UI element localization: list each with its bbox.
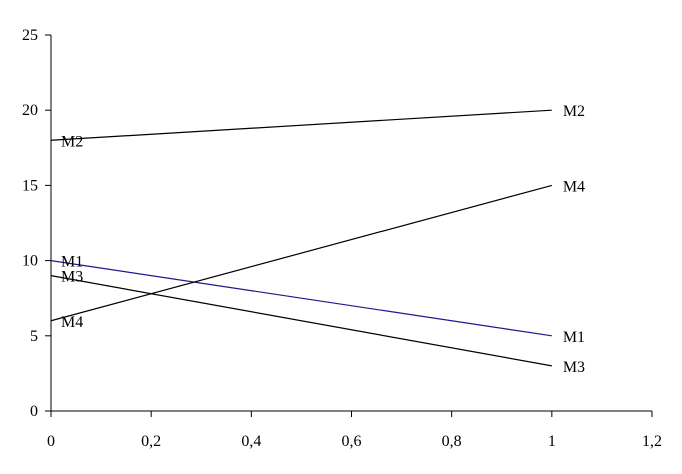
y-tick-label: 20 (22, 102, 38, 119)
series-end-label: M3 (563, 359, 585, 376)
series-line-m3 (50, 275, 552, 367)
series-start-label: M4 (61, 314, 83, 331)
x-tick-label: 0,8 (442, 433, 462, 450)
y-tick-label: 10 (22, 253, 38, 270)
y-tick-label: 15 (22, 177, 38, 194)
series-start-label: M1 (61, 254, 83, 271)
series-start-label: M2 (61, 133, 83, 150)
y-tick-label: 5 (30, 328, 38, 345)
series-end-label: M2 (563, 103, 585, 120)
y-tick-label: 0 (30, 403, 38, 420)
series-line-m2 (50, 109, 552, 141)
x-tick-label: 0 (47, 433, 55, 450)
x-tick-label: 0,2 (141, 433, 161, 450)
x-tick-label: 0,6 (342, 433, 362, 450)
x-tick-label: 1,2 (642, 433, 662, 450)
series-end-label: M1 (563, 329, 585, 346)
series-start-label: M3 (61, 269, 83, 286)
x-tick-label: 0,4 (241, 433, 261, 450)
series-end-label: M4 (563, 178, 585, 195)
series-lines (50, 109, 552, 367)
series-line-m1 (50, 260, 552, 337)
series-line-m4 (50, 184, 552, 322)
y-tick-label: 25 (22, 27, 38, 44)
axes: 0 5 10 15 20 25 0 0,2 0,4 0,6 0,8 1 1,2 (22, 27, 662, 450)
x-tick-label: 1 (548, 433, 556, 450)
series-labels: M1 M1 M2 M2 M3 M3 M4 M4 (61, 103, 585, 376)
